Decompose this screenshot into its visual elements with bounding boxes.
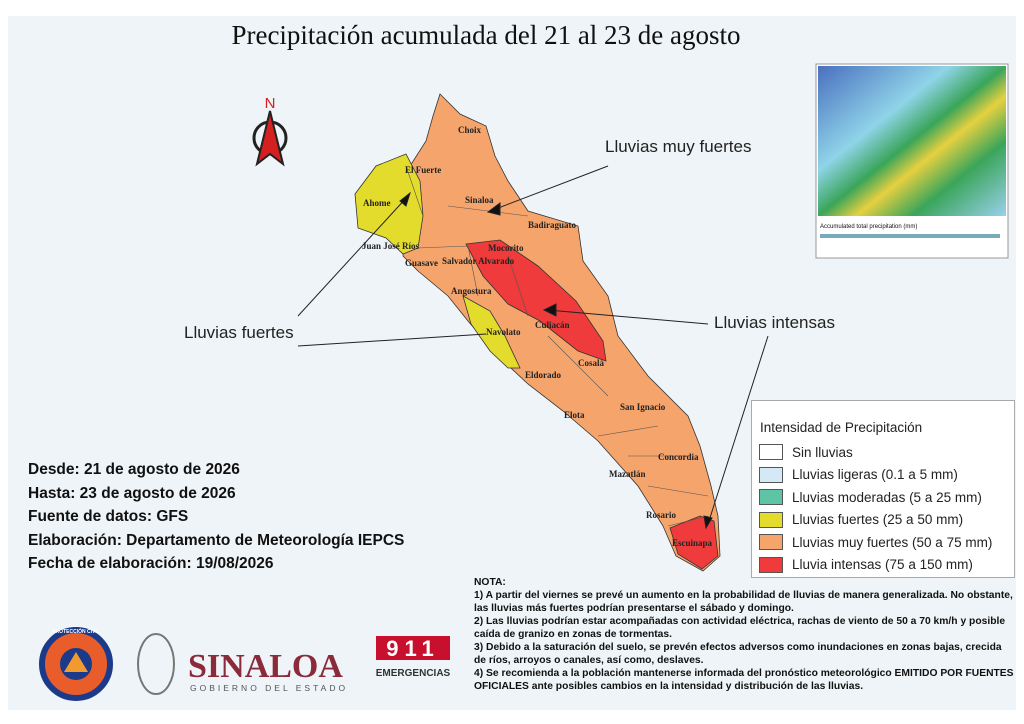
municipality-label: Culiacán [535,320,570,330]
note-title: NOTA: [474,577,506,588]
municipality-label: Mazatlán [609,469,646,479]
municipality-label: Angostura [451,286,492,296]
state-logo: SINALOA [188,648,343,685]
municipality-label: El Fuerte [405,165,441,175]
callout-label: Lluvias muy fuertes [605,137,751,156]
legend-label: Lluvias moderadas (5 a 25 mm) [792,489,982,505]
logos: PROTECCIÓN CIVIL SINALOA GOBIERNO DEL ES… [39,627,451,701]
municipality-label: Salvador Alvarado [442,256,515,266]
municipality-label: Escuinapa [672,538,713,548]
emergency-number: 911 [386,636,440,661]
municipality-label: Juan José Ríos [362,241,420,251]
legend-swatch [759,511,783,528]
municipality-label: Concordia [658,452,699,462]
info-block: Desde: 21 de agosto de 2026 Hasta: 23 de … [28,458,404,576]
municipality-label: Sinaloa [465,195,494,205]
municipality-label: Navolato [486,327,521,337]
forecast-inset: Accumulated total precipitation (mm) [815,63,1009,259]
info-line: Elaboración: Departamento de Meteorologí… [28,531,405,549]
note-item: 1) A partir del viernes se prevé un aume… [474,590,1013,614]
municipality-label: Mocorito [488,243,524,253]
legend-item: Lluvias ligeras (0.1 a 5 mm) [759,464,1014,487]
legend-title: Intensidad de Precipitación [760,420,923,435]
legend-item: Lluvias muy fuertes (50 a 75 mm) [759,531,1014,554]
municipality-label: Ahome [363,198,391,208]
legend: Intensidad de Precipitación Sin lluvias Ll… [751,400,1015,578]
legend-label: Lluvias fuertes (25 a 50 mm) [792,512,964,528]
municipality-label: Guasave [405,258,438,268]
municipality-label: Eldorado [525,370,562,380]
legend-item: Lluvias moderadas (5 a 25 mm) [759,486,1014,509]
government-logo: GOBIERNO DEL ESTADO [190,683,348,693]
callouts: Lluvias muy fuertes Lluvias fuertes Lluv… [184,137,835,530]
info-line: Fecha de elaboración: 19/08/2026 [28,555,274,572]
municipality-label: Cosalá [578,358,605,368]
page: Precipitación acumulada del 21 al 23 de … [8,16,1016,710]
legend-item: Sin lluvias [759,441,1014,464]
legend-item: Lluvia intensas (75 a 150 mm) [759,554,1014,577]
inset-caption: Accumulated total precipitation (mm) [820,224,917,230]
north-label: N [265,95,276,112]
state-map [354,93,721,572]
legend-swatch [759,534,783,551]
legend-swatch [759,489,783,506]
municipality-labels: Choix El Fuerte Ahome Sinaloa Badiraguat… [362,125,713,548]
info-line: Fuente de datos: GFS [28,508,189,525]
legend-label: Sin lluvias [792,444,853,460]
legend-label: Lluvias muy fuertes (50 a 75 mm) [792,534,993,550]
info-line: Hasta: 23 de agosto de 2026 [28,484,236,502]
municipality-label: Rosario [646,510,676,520]
legend-label: Lluvia intensas (75 a 150 mm) [792,557,973,573]
municipality-label: San Ignacio [620,402,666,412]
legend-swatch [759,466,783,483]
note-item: 3) Debido a la saturación del suelo, se … [474,642,1002,666]
municipality-label: Elota [564,410,585,420]
note: NOTA: 1) A partir del viernes se prevé un… [474,576,1016,693]
note-item: 2) Las lluvias podrían estar acompañadas… [474,616,1006,640]
municipality-label: Badiraguato [528,220,577,230]
title: Precipitación acumulada del 21 al 23 de … [231,20,740,50]
callout-label: Lluvias intensas [714,313,835,332]
legend-label: Lluvias ligeras (0.1 a 5 mm) [792,467,958,483]
callout-label: Lluvias fuertes [184,323,294,342]
pc-logo-text: PROTECCIÓN CIVIL [52,627,100,635]
municipality-label: Choix [458,125,482,135]
legend-swatch [759,556,783,573]
emergency-label: EMERGENCIAS [376,668,451,679]
note-item: 4) Se recomienda a la población mantener… [474,668,1014,692]
compass: N [252,95,288,167]
map-canvas: Precipitación acumulada del 21 al 23 de … [39,20,1009,701]
legend-swatch [759,444,783,461]
legend-item: Lluvias fuertes (25 a 50 mm) [759,509,1014,532]
info-line: Desde: 21 de agosto de 2026 [28,461,240,478]
